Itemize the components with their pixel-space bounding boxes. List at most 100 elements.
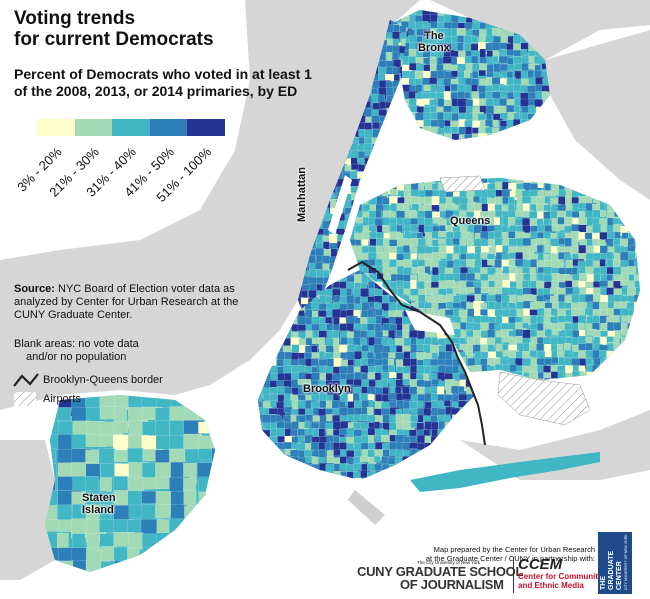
- district-tile: [368, 178, 380, 188]
- district-tile: [635, 316, 640, 323]
- district-tile: [592, 371, 600, 380]
- district-tile: [378, 73, 385, 81]
- district-tile: [515, 218, 523, 226]
- district-tile: [628, 329, 639, 338]
- district-tile: [579, 288, 588, 295]
- district-tile: [400, 164, 407, 177]
- district-tile: [197, 406, 210, 421]
- district-tile: [507, 134, 518, 140]
- district-tile: [390, 189, 398, 196]
- district-tile: [332, 270, 344, 278]
- district-tile: [548, 126, 550, 136]
- gc-logo-line3: CENTER: [616, 561, 623, 590]
- district-tile: [502, 349, 510, 357]
- district-tile: [311, 302, 321, 310]
- district-tile: [465, 126, 472, 136]
- district-tile: [262, 477, 270, 480]
- district-tile: [399, 171, 408, 180]
- district-tile: [396, 280, 404, 287]
- district-tile: [466, 400, 475, 412]
- district-tile: [392, 123, 399, 130]
- district-tile: [585, 343, 593, 351]
- district-tile: [372, 122, 380, 129]
- district-tile: [527, 120, 538, 128]
- district-tile: [276, 478, 288, 480]
- district-tile: [614, 189, 626, 201]
- district-tile: [444, 400, 451, 407]
- district-tile: [465, 414, 475, 425]
- district-tile: [374, 456, 381, 463]
- district-tile: [500, 112, 509, 119]
- district-tile: [382, 225, 390, 232]
- district-tile: [621, 329, 632, 336]
- district-tile: [403, 178, 416, 184]
- district-tile: [452, 428, 462, 437]
- district-tile: [337, 241, 346, 250]
- district-tile: [528, 371, 538, 380]
- district-tile: [431, 449, 439, 458]
- ccem-logo: CCEM Center for Community and Ethnic Med…: [513, 557, 603, 593]
- district-tile: [400, 143, 408, 154]
- district-tile: [371, 158, 380, 170]
- district-tile: [197, 561, 210, 572]
- district-tile: [406, 151, 408, 159]
- cuny-logo-line2: OF JOURNALISM: [400, 577, 504, 592]
- district-tile: [543, 204, 551, 211]
- district-tile: [558, 238, 566, 245]
- district-tile: [284, 464, 293, 471]
- district-tile: [344, 207, 353, 214]
- district-tile: [410, 449, 422, 460]
- district-tile: [406, 171, 408, 179]
- district-tile: [402, 464, 412, 472]
- district-tile: [444, 436, 454, 447]
- district-tile: [329, 233, 339, 244]
- district-tile: [410, 470, 420, 480]
- district-tile: [635, 232, 640, 243]
- district-tile: [184, 532, 205, 552]
- district-tile: [507, 357, 516, 365]
- district-tile: [607, 379, 618, 380]
- district-tile: [466, 365, 475, 377]
- district-tile: [480, 378, 488, 380]
- district-tile: [467, 308, 475, 318]
- district-tile: [527, 133, 538, 140]
- district-tile: [499, 29, 508, 38]
- legend-swatch-4: [149, 119, 187, 136]
- district-tile: [258, 464, 264, 474]
- district-tile: [362, 178, 375, 186]
- district-tile: [527, 113, 537, 123]
- district-tile: [478, 70, 486, 77]
- district-tile: [390, 178, 401, 184]
- district-tile: [430, 436, 439, 447]
- district-tile: [541, 120, 550, 132]
- district-tile: [406, 165, 408, 175]
- district-tile: [635, 224, 640, 235]
- cuny-logo-tag: The City University of New York: [417, 560, 481, 565]
- district-tile: [472, 71, 479, 79]
- district-tile: [464, 43, 472, 51]
- district-tile: [212, 395, 215, 413]
- source-note: Source: NYC Board of Election voter data…: [14, 283, 264, 322]
- district-tile: [352, 393, 360, 402]
- district-tile: [458, 414, 467, 427]
- district-tile: [354, 323, 362, 330]
- district-tile: [311, 422, 319, 429]
- district-tile: [551, 357, 559, 364]
- district-tile: [408, 56, 416, 64]
- district-tile: [156, 395, 172, 408]
- district-tile: [487, 259, 495, 266]
- district-tile: [268, 359, 277, 366]
- district-tile: [378, 165, 390, 173]
- district-tile: [325, 345, 334, 353]
- district-tile: [258, 365, 265, 377]
- district-tile: [513, 84, 522, 93]
- district-tile: [418, 288, 427, 296]
- district-tile: [389, 464, 396, 474]
- district-tile: [297, 477, 310, 480]
- district-tile: [392, 80, 403, 87]
- district-tile: [283, 478, 294, 480]
- district-tile: [263, 456, 272, 468]
- district-tile: [613, 379, 621, 380]
- district-tile: [551, 329, 560, 336]
- district-tile: [506, 71, 513, 79]
